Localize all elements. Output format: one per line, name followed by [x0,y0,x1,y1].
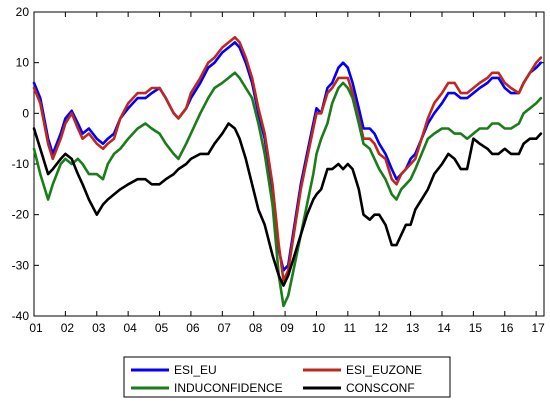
series-lines [32,36,543,308]
x-tick-label: 02 [61,321,75,335]
series-line-consconf [32,122,543,287]
x-tick-label: 17 [531,321,545,335]
x-tick-label: 08 [249,321,263,335]
x-tick-label: 16 [500,321,514,335]
x-tick-label: 10 [312,321,326,335]
legend-label: ESI_EU [174,363,217,377]
x-tick-label: 03 [92,321,106,335]
legend-label: INDUCONFIDENCE [174,381,283,395]
x-tick-label: 14 [437,321,451,335]
x-tick-label: 06 [186,321,200,335]
series-line-induconfidence [32,71,543,308]
x-tick-label: 09 [280,321,294,335]
y-tick-label: 10 [16,56,30,70]
x-tick-label: 04 [123,321,137,335]
x-tick-label: 11 [344,321,357,335]
x-axis: 01 02 03 04 05 06 07 08 09 10 11 12 13 14 15 16 17 [29,12,545,335]
y-tick-label: -10 [12,157,30,171]
x-tick-label: 15 [469,321,483,335]
legend-box [123,356,451,398]
legend-label: CONSCONF [346,381,415,395]
y-tick-label: 0 [22,106,29,120]
x-tick-label: 01 [29,321,43,335]
x-tick-label: 07 [218,321,232,335]
x-tick-label: 12 [375,321,389,335]
legend-label: ESI_EUZONE [346,363,422,377]
x-tick-label: 05 [155,321,169,335]
y-tick-label: -40 [12,309,30,323]
legend: ESI_EU ESI_EUZONE INDUCONFIDENCE CONSCONF [123,356,451,398]
series-line-esi-euzone [32,36,543,282]
y-tick-label: -30 [12,258,30,272]
x-tick-label: 13 [406,321,420,335]
y-tick-label: -20 [12,208,30,222]
y-tick-label: 20 [16,5,30,19]
